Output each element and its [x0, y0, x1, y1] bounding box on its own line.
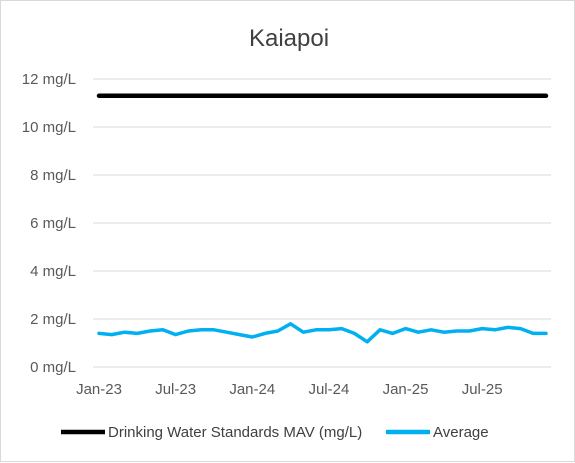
legend: Drinking Water Standards MAV (mg/L) Avera…: [61, 424, 489, 441]
x-tick-label: Jan-25: [383, 381, 429, 398]
legend-label: Drinking Water Standards MAV (mg/L): [108, 424, 362, 441]
x-tick-label: Jul-24: [308, 381, 349, 398]
y-tick-label: 12 mg/L: [22, 71, 76, 88]
chart-title: Kaiapoi: [249, 25, 329, 52]
x-axis-ticks: Jan-23 Jul-23 Jan-24 Jul-24 Jan-25 Jul-25: [76, 381, 503, 398]
y-tick-label: 4 mg/L: [30, 263, 76, 280]
series-line-average: [97, 322, 548, 344]
x-tick-label: Jul-23: [155, 381, 196, 398]
series-group: [96, 93, 549, 344]
y-axis-ticks: 0 mg/L 2 mg/L 4 mg/L 6 mg/L 8 mg/L 10 mg/L 12 …: [22, 71, 76, 376]
y-tick-label: 6 mg/L: [30, 215, 76, 232]
y-tick-label: 0 mg/L: [30, 359, 76, 376]
x-tick-label: Jul-25: [462, 381, 503, 398]
y-tick-label: 2 mg/L: [30, 311, 76, 328]
y-tick-label: 8 mg/L: [30, 167, 76, 184]
legend-label: Average: [433, 424, 489, 441]
x-tick-label: Jan-23: [76, 381, 122, 398]
x-tick-label: Jan-24: [229, 381, 275, 398]
gridlines: [93, 78, 551, 368]
y-tick-label: 10 mg/L: [22, 119, 76, 136]
